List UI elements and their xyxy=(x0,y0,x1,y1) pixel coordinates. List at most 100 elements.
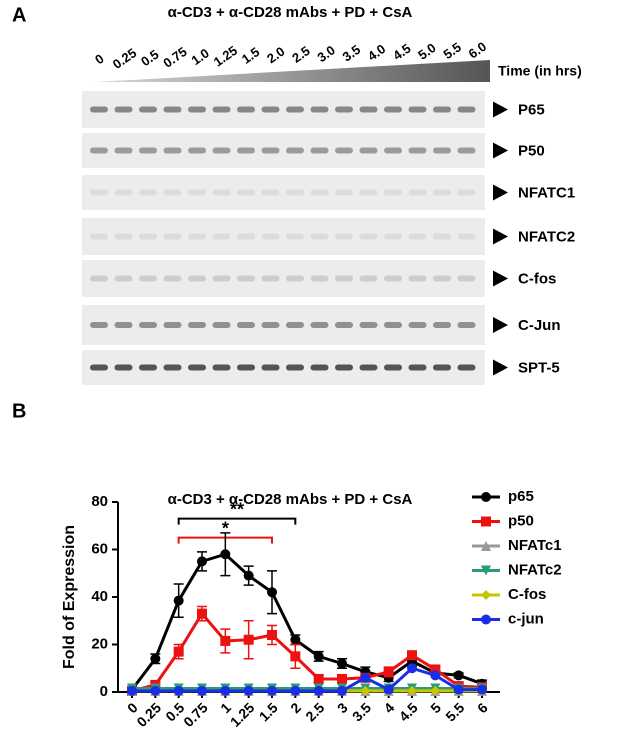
blot-band xyxy=(261,106,280,113)
data-point xyxy=(477,684,487,695)
x-tick-label: 6 xyxy=(474,699,491,716)
arrowhead xyxy=(493,317,508,333)
x-tick-label: 0.75 xyxy=(180,699,211,730)
time-label: 3.0 xyxy=(314,42,337,65)
y-tick-label: 60 xyxy=(91,540,108,557)
blot-band xyxy=(114,322,133,328)
data-point xyxy=(337,658,347,669)
blot-band xyxy=(90,322,108,328)
data-point xyxy=(313,673,324,684)
blot-band xyxy=(408,275,427,282)
blot-band xyxy=(139,147,157,154)
legend-label: p50 xyxy=(508,512,534,529)
panel-label: A xyxy=(12,4,26,26)
y-tick-label: 0 xyxy=(100,683,108,700)
blot-band xyxy=(114,275,133,282)
blot-band xyxy=(433,189,451,196)
legend-marker xyxy=(481,516,491,527)
series-line xyxy=(131,611,483,693)
blot-band xyxy=(310,233,329,240)
data-point xyxy=(383,684,394,695)
data-point xyxy=(220,635,231,646)
blot-band xyxy=(384,147,402,154)
arrowhead xyxy=(493,101,508,118)
blot-band xyxy=(433,147,451,154)
data-point xyxy=(197,556,207,567)
blot-band xyxy=(408,364,427,371)
blot-band xyxy=(90,106,108,113)
blot-band xyxy=(163,106,182,113)
blot-band xyxy=(114,189,133,196)
blot-band xyxy=(188,189,206,196)
blot-band xyxy=(384,233,402,240)
legend-marker xyxy=(481,614,491,625)
blot-band xyxy=(261,233,280,240)
blot-band xyxy=(139,275,157,282)
blot-band xyxy=(114,147,133,154)
legend-marker xyxy=(481,590,491,600)
arrowhead xyxy=(493,228,508,245)
data-point xyxy=(220,685,231,696)
time-label: 1.5 xyxy=(239,44,262,67)
blot-strip xyxy=(82,175,485,210)
legend-label: NFATc2 xyxy=(508,561,562,578)
significance-label: * xyxy=(222,518,229,538)
significance-bracket xyxy=(177,517,297,525)
data-point xyxy=(173,685,184,696)
blot-band xyxy=(261,364,280,371)
x-tick-label: 5.5 xyxy=(442,699,467,724)
time-label: 0.25 xyxy=(110,45,139,72)
data-point xyxy=(150,685,161,696)
data-point xyxy=(243,634,254,645)
blot-band xyxy=(212,233,231,240)
blot-band xyxy=(408,189,427,196)
blot-band xyxy=(90,147,108,154)
data-point xyxy=(407,685,417,696)
blot-band xyxy=(139,364,157,371)
blot-label: NFATC2 xyxy=(518,228,575,245)
data-point xyxy=(127,685,137,696)
blot-strip xyxy=(82,305,485,345)
data-point xyxy=(197,608,207,619)
blot-band xyxy=(310,106,329,113)
blot-band xyxy=(188,364,206,371)
blot-band xyxy=(286,322,304,328)
data-point xyxy=(197,685,207,696)
blot-band xyxy=(286,106,304,113)
legend-label: c-jun xyxy=(508,610,544,627)
time-label: 2.0 xyxy=(264,44,287,67)
blot-band xyxy=(335,106,353,113)
arrowhead xyxy=(493,359,508,376)
blot-band xyxy=(359,189,378,196)
time-label: 2.5 xyxy=(289,43,312,66)
blot-band xyxy=(359,106,378,113)
legend-label: C-fos xyxy=(508,586,546,603)
blot-band xyxy=(261,189,280,196)
blot-band xyxy=(212,189,231,196)
blot-band xyxy=(114,106,133,113)
time-label: 5.0 xyxy=(415,40,438,63)
blot-band xyxy=(310,322,329,328)
blot-band xyxy=(335,322,353,328)
blot-band xyxy=(433,322,451,328)
blot-strip xyxy=(82,133,485,168)
panel-label: B xyxy=(12,400,26,422)
panel-title: α-CD3 + α-CD28 mAbs + PD + CsA xyxy=(168,4,413,21)
blot-band xyxy=(457,106,476,113)
blot-band xyxy=(90,364,108,371)
blot-band xyxy=(408,233,427,240)
blot-band xyxy=(237,147,255,154)
blot-band xyxy=(212,147,231,154)
data-point xyxy=(243,570,254,581)
blot-band xyxy=(384,322,402,328)
blot-band xyxy=(310,275,329,282)
blot-band xyxy=(163,364,182,371)
time-label: 4.5 xyxy=(390,41,413,64)
blot-band xyxy=(163,147,182,154)
blot-band xyxy=(163,322,182,328)
data-point xyxy=(150,653,161,664)
blot-band xyxy=(433,233,451,240)
data-point xyxy=(430,670,441,681)
blot-band xyxy=(408,322,427,328)
time-label: 5.5 xyxy=(440,39,463,62)
